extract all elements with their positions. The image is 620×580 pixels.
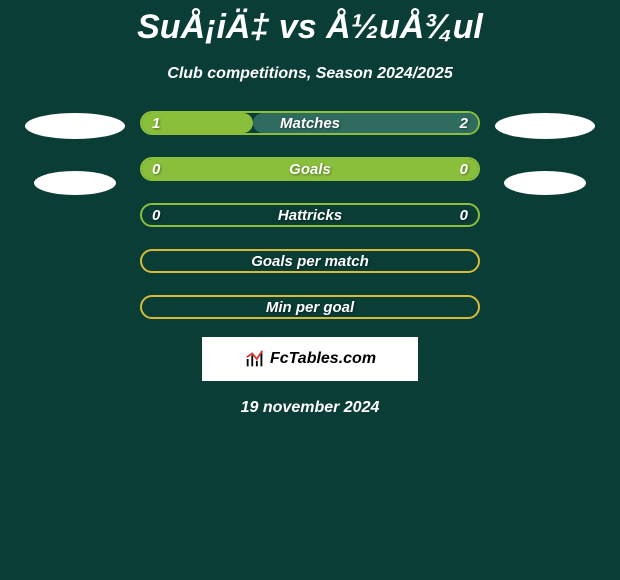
stat-label: Matches (280, 115, 340, 132)
stat-value-right: 0 (460, 161, 468, 178)
stat-value-left: 0 (152, 161, 160, 178)
stat-bars: 1 Matches 2 0 Goals 0 0 Hattricks 0 Goal… (140, 111, 480, 319)
left-player-col (20, 111, 130, 195)
logo-text: FcTables.com (270, 350, 376, 368)
stat-value-left: 0 (152, 207, 160, 224)
bar-matches: 1 Matches 2 (140, 111, 480, 135)
player-avatar-left-2 (34, 171, 116, 195)
comparison-area: 1 Matches 2 0 Goals 0 0 Hattricks 0 Goal… (0, 111, 620, 319)
chart-icon (244, 348, 266, 370)
comparison-widget: SuÅ¡iÄ‡ vs Å½uÅ¾ul Club competitions, Se… (0, 0, 620, 417)
bar-goals: 0 Goals 0 (140, 157, 480, 181)
player-avatar-right-2 (504, 171, 586, 195)
bar-min-per-goal: Min per goal (140, 295, 480, 319)
right-player-col (490, 111, 600, 195)
stat-label: Hattricks (278, 207, 342, 224)
player-avatar-right-1 (495, 113, 595, 139)
page-title: SuÅ¡iÄ‡ vs Å½uÅ¾ul (0, 8, 620, 47)
snapshot-date: 19 november 2024 (0, 399, 620, 417)
stat-label: Goals per match (251, 253, 369, 270)
bar-goals-per-match: Goals per match (140, 249, 480, 273)
fctables-logo-link[interactable]: FcTables.com (202, 337, 418, 381)
page-subtitle: Club competitions, Season 2024/2025 (0, 65, 620, 83)
stat-value-right: 0 (460, 207, 468, 224)
stat-label: Min per goal (266, 299, 354, 316)
bar-hattricks: 0 Hattricks 0 (140, 203, 480, 227)
player-avatar-left-1 (25, 113, 125, 139)
stat-value-right: 2 (460, 115, 468, 132)
stat-value-left: 1 (152, 115, 160, 132)
stat-label: Goals (289, 161, 331, 178)
